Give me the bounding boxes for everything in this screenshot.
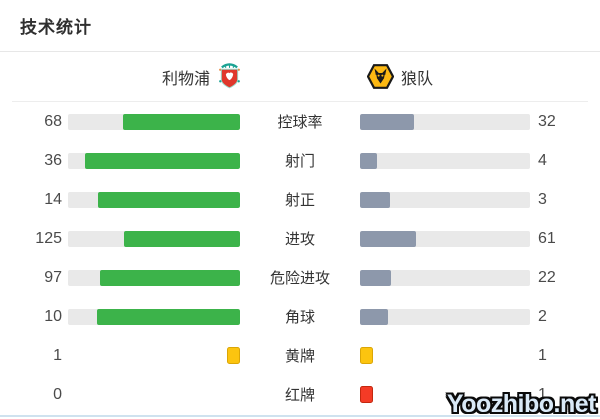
- stat-row: 1 黄牌 1: [0, 336, 600, 375]
- home-bar: [68, 152, 240, 169]
- stat-label: 危险进攻: [269, 270, 330, 287]
- home-bar-fill: [85, 152, 240, 169]
- stat-row: 125 进攻 61: [0, 219, 600, 258]
- home-value: 125: [35, 229, 62, 247]
- away-bar: [360, 269, 530, 286]
- home-bar: [68, 387, 240, 403]
- team-home: 利物浦: [162, 52, 242, 101]
- home-bar: [68, 230, 240, 247]
- yellow-card-icon: [227, 346, 240, 364]
- home-value: 10: [44, 307, 62, 325]
- team-away: 狼队: [367, 52, 433, 101]
- home-value: 1: [53, 346, 62, 364]
- stat-row: 14 射正 3: [0, 180, 600, 219]
- home-bar: [68, 346, 240, 364]
- home-bar-fill: [99, 269, 240, 286]
- stat-row: 97 危险进攻 22: [0, 258, 600, 297]
- stat-label: 控球率: [277, 114, 323, 131]
- away-value: 1: [538, 346, 547, 364]
- away-bar-fill: [360, 230, 416, 247]
- stat-row: 68 控球率 32: [0, 102, 600, 141]
- yellow-card-icon: [360, 346, 373, 364]
- stats-rows: 68 控球率 32 36 射门 4 14 射正 3 125 进攻 61 97 危…: [0, 102, 600, 414]
- away-bar: [360, 385, 530, 403]
- stat-label: 射正: [284, 192, 315, 209]
- watermark: Yoozhibo.net: [446, 390, 597, 418]
- away-value: 3: [538, 190, 547, 208]
- stat-label: 射门: [284, 153, 315, 170]
- home-bar-fill: [123, 113, 240, 130]
- home-bar-fill: [124, 230, 240, 247]
- home-value: 68: [44, 112, 62, 130]
- away-bar: [360, 191, 530, 208]
- home-bar-fill: [96, 308, 240, 325]
- away-bar-fill: [360, 191, 390, 208]
- title-bar: 技术统计: [0, 0, 600, 52]
- away-value: 2: [538, 307, 547, 325]
- home-bar: [68, 269, 240, 286]
- stat-row: 36 射门 4: [0, 141, 600, 180]
- away-bar: [360, 230, 530, 247]
- away-value: 4: [538, 151, 547, 169]
- away-bar: [360, 152, 530, 169]
- home-bar: [68, 308, 240, 325]
- away-value: 61: [538, 229, 556, 247]
- home-value: 14: [44, 190, 62, 208]
- liverpool-crest-icon: [217, 62, 242, 91]
- away-bar-fill: [360, 152, 377, 169]
- stat-label: 红牌: [284, 387, 315, 404]
- away-bar-fill: [360, 308, 389, 325]
- home-value: 0: [53, 385, 62, 403]
- away-bar-fill: [360, 113, 415, 130]
- stat-row: 10 角球 2: [0, 297, 600, 336]
- away-bar: [360, 346, 530, 364]
- home-value: 97: [44, 268, 62, 286]
- home-bar-fill: [98, 191, 240, 208]
- away-value: 32: [538, 112, 556, 130]
- team-header: 利物浦: [12, 52, 588, 102]
- home-bar: [68, 113, 240, 130]
- bottom-divider: [0, 415, 600, 417]
- stat-label: 黄牌: [284, 348, 315, 365]
- home-team-name: 利物浦: [161, 70, 210, 88]
- away-team-name: 狼队: [401, 70, 434, 88]
- away-bar: [360, 308, 530, 325]
- away-value: 1: [538, 385, 547, 403]
- page-title: 技术统计: [20, 18, 92, 37]
- home-bar: [68, 191, 240, 208]
- red-card-icon: [360, 385, 373, 403]
- away-bar: [360, 113, 530, 130]
- stat-label: 角球: [284, 309, 315, 326]
- wolves-crest-icon: [367, 64, 394, 89]
- stat-row: 0 红牌 1: [0, 375, 600, 414]
- stat-label: 进攻: [284, 231, 315, 248]
- away-value: 22: [538, 268, 556, 286]
- away-bar-fill: [360, 269, 392, 286]
- home-value: 36: [44, 151, 62, 169]
